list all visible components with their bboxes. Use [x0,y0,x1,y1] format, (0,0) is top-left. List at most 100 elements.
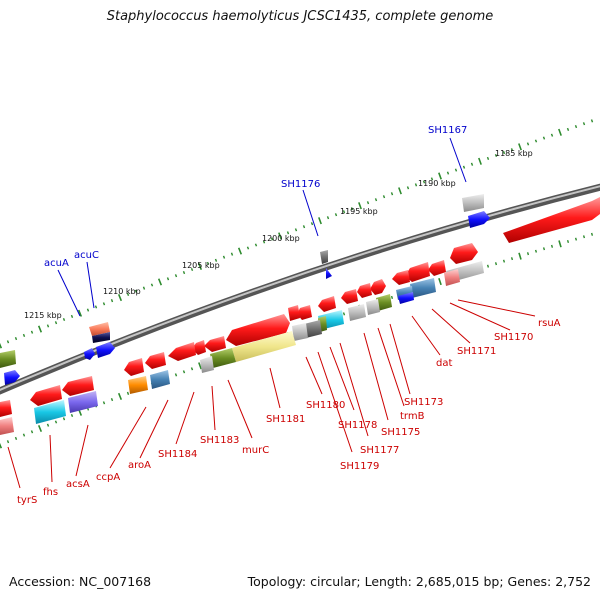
ruler-label: 1185 kbp [495,149,533,158]
gene-arrow[interactable] [145,352,166,369]
ruler-minor-tick [54,321,58,325]
ruler-minor-tick [302,225,306,229]
ruler-minor-tick [110,299,114,303]
gene-arrow[interactable] [288,305,300,321]
gene-label[interactable]: SH1170 [494,332,533,343]
gene-arrow[interactable] [410,278,436,298]
gene-arrow[interactable] [0,417,14,435]
ruler-minor-tick [54,420,58,424]
gene-arrow[interactable] [96,342,115,358]
gene-label[interactable]: aroA [128,460,151,471]
gene-arrow[interactable] [34,400,66,424]
gene-arrow[interactable] [192,340,206,355]
gene-arrow[interactable] [4,370,20,385]
ruler-minor-tick [550,244,554,248]
ruler-minor-tick [190,267,194,272]
gene-arrow[interactable] [226,314,290,346]
gene-arrow[interactable] [30,385,62,406]
gene-label[interactable]: trmB [400,411,425,422]
gene-arrow[interactable] [366,299,380,315]
gene-arrow[interactable] [503,197,600,243]
gene-arrow[interactable] [341,289,358,304]
ruler-minor-tick [390,192,394,196]
gene-arrow[interactable] [320,250,328,264]
ruler-minor-tick [350,207,354,211]
gene-arrow[interactable] [348,304,366,321]
gene-arrow[interactable] [405,262,430,282]
gene-label[interactable]: dat [436,358,452,369]
gene-label[interactable]: SH1171 [457,346,496,357]
gene-arrow[interactable] [357,283,372,298]
gene-label[interactable]: SH1178 [338,420,377,431]
ruler-minor-tick [174,373,178,377]
ruler-major-tick [37,325,43,333]
gene-arrow[interactable] [392,270,410,285]
gene-arrow[interactable] [84,348,95,360]
gene-arrow[interactable] [0,350,16,368]
gene-arrow[interactable] [370,279,386,295]
ruler-minor-tick [142,286,146,290]
gene-arrow[interactable] [232,331,296,362]
gene-arrow[interactable] [444,269,460,286]
gene-label[interactable]: SH1176 [281,179,320,190]
gene-label[interactable]: acsA [66,479,90,490]
ruler-minor-tick [270,237,274,241]
gene-arrow[interactable] [150,370,170,389]
ruler-minor-tick [582,235,586,239]
gene-arrow[interactable] [62,376,94,396]
gene-label[interactable]: fhs [43,487,58,498]
gene-arrow[interactable] [168,342,196,361]
ruler-major-tick [0,342,3,349]
gene-arrow[interactable] [292,323,308,341]
reverse-gene-labels: rsuA SH1170 SH1171 dat SH1173 trmB SH117… [7,299,561,506]
gene-label[interactable]: murC [242,445,269,456]
gene-arrow[interactable] [297,305,312,320]
ruler-minor-tick [470,162,474,166]
gene-arrow[interactable] [124,358,144,376]
gene-arrow[interactable] [468,211,490,228]
gene-arrow[interactable] [398,292,414,304]
gene-arrow[interactable] [428,260,446,276]
ruler-minor-tick [430,177,434,181]
gene-arrow[interactable] [128,376,148,394]
gene-label[interactable]: tyrS [17,495,37,506]
ruler-minor-tick [86,308,90,312]
gene-arrow[interactable] [68,391,98,413]
gene-label[interactable]: acuA [44,258,69,269]
gene-label[interactable]: SH1181 [266,414,305,425]
ruler-minor-tick [414,183,418,187]
gene-label[interactable]: SH1175 [381,427,420,438]
ruler-minor-tick [550,133,554,137]
gene-label[interactable]: SH1184 [158,449,197,460]
gene-label[interactable]: rsuA [538,318,561,329]
ruler-minor-tick [14,436,18,440]
gene-arrow[interactable] [318,296,336,312]
ruler-minor-tick [502,151,506,155]
ruler-label: 1215 kbp [24,311,62,320]
ruler-minor-tick [542,136,546,140]
gene-arrow[interactable] [89,322,110,336]
gene-arrow[interactable] [326,268,332,279]
gene-arrow[interactable] [210,348,236,368]
gene-label[interactable]: acuC [74,250,99,261]
gene-arrow[interactable] [204,336,226,352]
ruler-minor-tick [190,367,194,371]
ruler-minor-tick [462,165,466,169]
gene-arrow[interactable] [462,194,484,212]
gene-arrow[interactable] [450,243,478,264]
gene-label[interactable]: SH1179 [340,461,379,472]
gene-label[interactable]: SH1180 [306,400,345,411]
gene-label[interactable]: SH1167 [428,125,467,136]
ruler-minor-tick [390,295,394,299]
gene-arrow[interactable] [304,320,322,338]
gene-label[interactable]: ccpA [96,472,120,483]
gene-arrow[interactable] [0,400,12,417]
gene-arrow[interactable] [376,294,392,311]
gene-arrow[interactable] [200,356,214,373]
gene-label[interactable]: SH1173 [404,397,443,408]
ruler-minor-tick [166,277,170,281]
ruler-minor-tick [526,252,530,256]
gene-label[interactable]: SH1183 [200,435,239,446]
gene-label[interactable]: SH1177 [360,445,399,456]
gene-arrow[interactable] [92,332,110,343]
